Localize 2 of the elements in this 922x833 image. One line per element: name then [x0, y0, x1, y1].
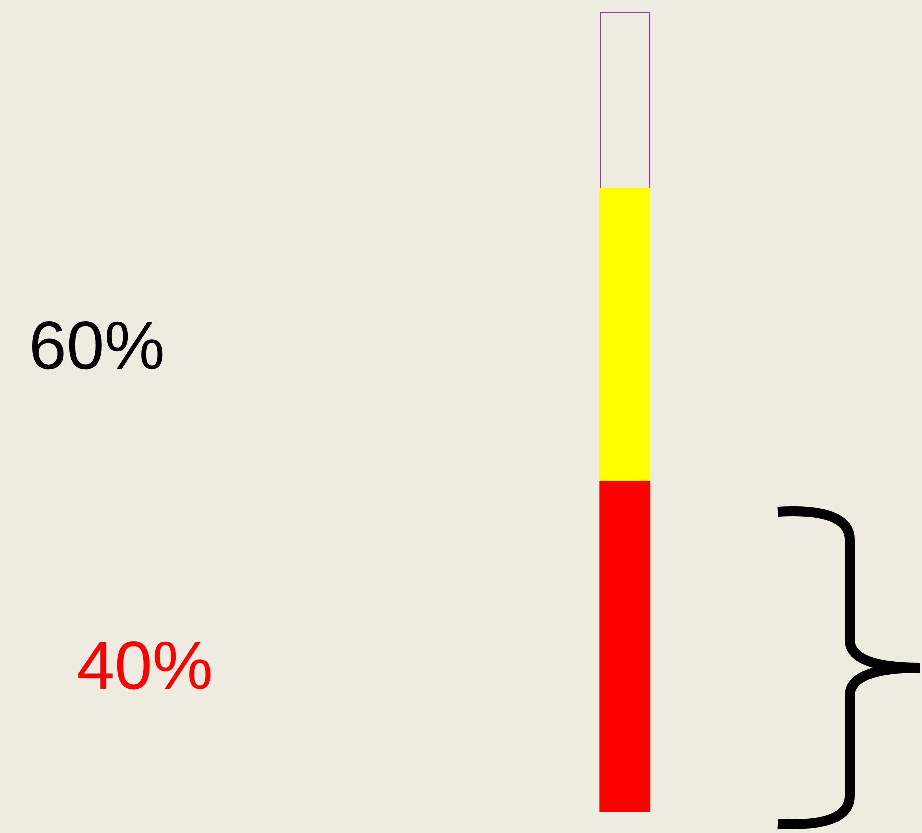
text: 40%: [76, 628, 214, 704]
text: 60%: [28, 308, 166, 384]
